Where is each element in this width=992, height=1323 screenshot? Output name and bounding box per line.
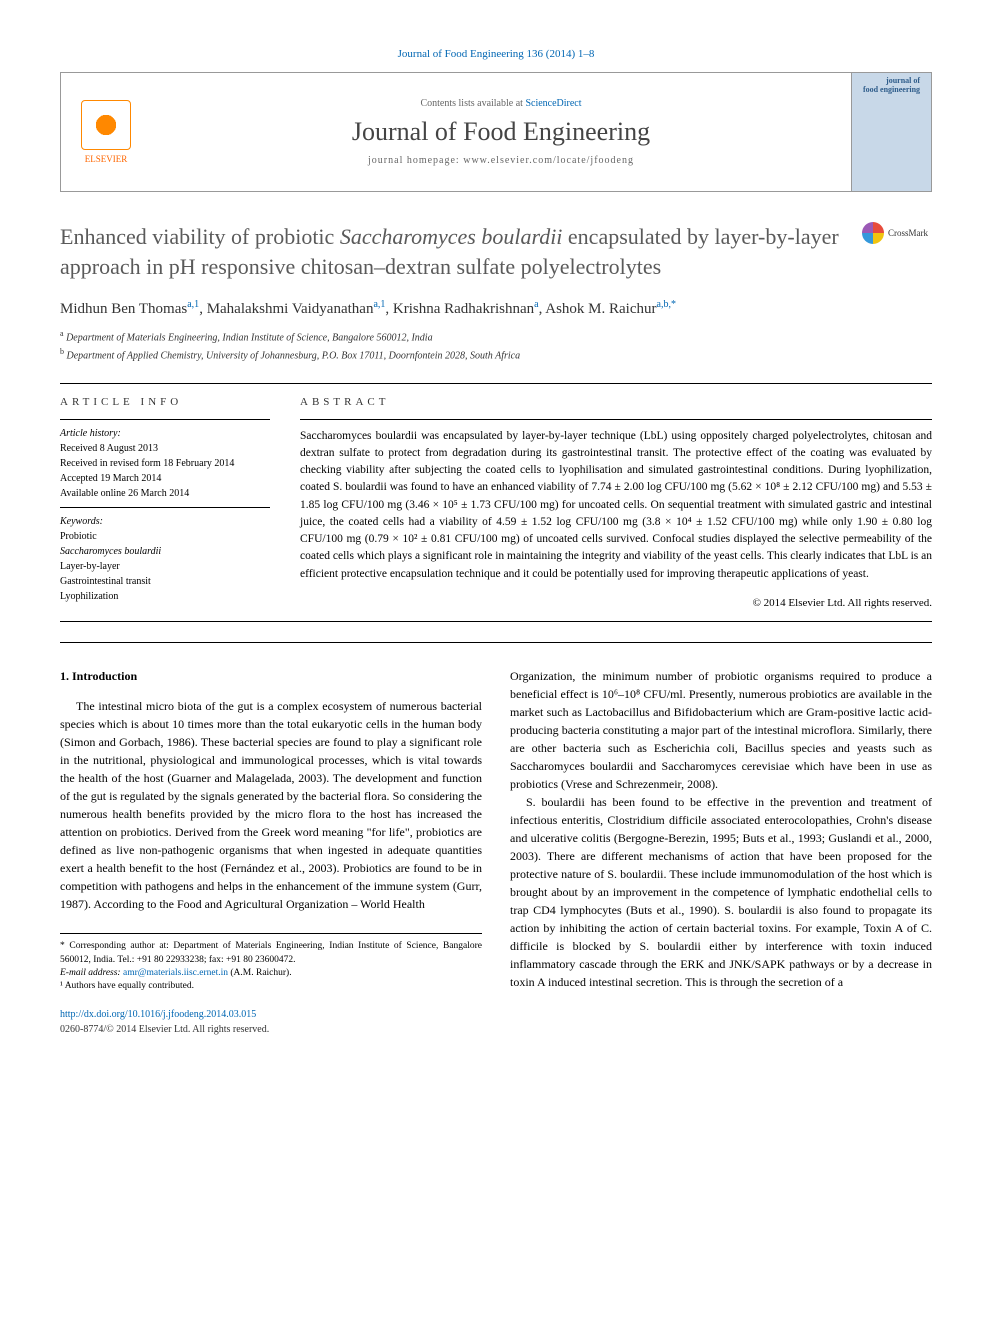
contents-prefix: Contents lists available at (420, 98, 525, 109)
article-info-header: ARTICLE INFO (60, 394, 270, 411)
section-divider (60, 383, 932, 384)
affiliation: a Department of Materials Engineering, I… (60, 328, 932, 345)
email-line: E-mail address: amr@materials.iisc.ernet… (60, 967, 482, 980)
author: Midhun Ben Thomasa,1 (60, 301, 199, 317)
crossmark-label: CrossMark (888, 228, 928, 238)
crossmark-icon (862, 222, 884, 244)
crossmark-badge[interactable]: CrossMark (862, 222, 932, 244)
authors-line: Midhun Ben Thomasa,1, Mahalakshmi Vaidya… (60, 299, 932, 318)
keyword: Layer-by-layer (60, 559, 270, 574)
journal-cover-thumbnail: journal offood engineering (851, 73, 931, 191)
cover-line-2: food engineering (863, 85, 920, 94)
section-divider (60, 621, 932, 622)
author-name: Krishna Radhakrishnan (393, 301, 534, 317)
affiliation: b Department of Applied Chemistry, Unive… (60, 346, 932, 363)
section-heading-introduction: 1. Introduction (60, 667, 482, 685)
author-marks: a,b,* (657, 299, 676, 310)
journal-homepage-line: journal homepage: www.elsevier.com/locat… (368, 155, 634, 166)
elsevier-tree-icon (81, 100, 131, 150)
body-column-left: 1. Introduction The intestinal micro bio… (60, 667, 482, 1037)
footnotes-block: * Corresponding author at: Department of… (60, 933, 482, 993)
author-name: Mahalakshmi Vaidyanathan (207, 301, 374, 317)
affiliation-mark: a (60, 329, 64, 338)
body-two-column: 1. Introduction The intestinal micro bio… (60, 667, 932, 1037)
keyword: Probiotic (60, 529, 270, 544)
abstract-header: ABSTRACT (300, 394, 932, 411)
article-title: Enhanced viability of probiotic Saccharo… (60, 222, 852, 281)
author-marks: a,1 (187, 299, 199, 310)
journal-header-box: ELSEVIER Contents lists available at Sci… (60, 72, 932, 192)
history-item: Available online 26 March 2014 (60, 486, 270, 501)
keyword: Gastrointestinal transit (60, 574, 270, 589)
author-marks: a,1 (373, 299, 385, 310)
author-name: Midhun Ben Thomas (60, 301, 187, 317)
body-paragraph: Organization, the minimum number of prob… (510, 667, 932, 793)
article-info-column: ARTICLE INFO Article history: Received 8… (60, 394, 270, 611)
affiliations-block: a Department of Materials Engineering, I… (60, 328, 932, 363)
title-part-1: Enhanced viability of probiotic (60, 224, 340, 249)
contents-available-line: Contents lists available at ScienceDirec… (420, 98, 581, 109)
journal-reference: Journal of Food Engineering 136 (2014) 1… (60, 48, 932, 60)
body-paragraph: S. boulardii has been found to be effect… (510, 793, 932, 991)
title-species-name: Saccharomyces boulardii (340, 224, 563, 249)
cover-line-1: journal of (886, 76, 920, 85)
affiliation-text: Department of Applied Chemistry, Univers… (67, 350, 521, 361)
abstract-text: Saccharomyces boulardii was encapsulated… (300, 428, 932, 583)
author-name: Ashok M. Raichur (545, 301, 656, 317)
history-item: Accepted 19 March 2014 (60, 471, 270, 486)
doi-link[interactable]: http://dx.doi.org/10.1016/j.jfoodeng.201… (60, 1009, 256, 1020)
equal-contribution-note: ¹ Authors have equally contributed. (60, 980, 482, 993)
affiliation-mark: b (60, 347, 64, 356)
journal-name-heading: Journal of Food Engineering (352, 117, 650, 147)
author: Ashok M. Raichura,b,* (545, 301, 676, 317)
homepage-prefix: journal homepage: (368, 155, 463, 166)
history-item: Received 8 August 2013 (60, 441, 270, 456)
issn-copyright-line: 0260-8774/© 2014 Elsevier Ltd. All right… (60, 1024, 269, 1035)
keywords-label: Keywords: (60, 514, 270, 529)
footer-doi-block: http://dx.doi.org/10.1016/j.jfoodeng.201… (60, 1007, 482, 1037)
keyword: Saccharomyces boulardii (60, 544, 270, 559)
body-column-right: Organization, the minimum number of prob… (510, 667, 932, 1037)
history-item: Received in revised form 18 February 201… (60, 456, 270, 471)
body-top-divider (60, 642, 932, 643)
corresponding-author-note: * Corresponding author at: Department of… (60, 940, 482, 967)
abstract-copyright: © 2014 Elsevier Ltd. All rights reserved… (300, 595, 932, 612)
keyword: Lyophilization (60, 589, 270, 604)
elsevier-logo: ELSEVIER (61, 73, 151, 191)
history-label: Article history: (60, 426, 270, 441)
email-suffix: (A.M. Raichur). (228, 968, 292, 978)
homepage-url[interactable]: www.elsevier.com/locate/jfoodeng (463, 155, 634, 166)
author: Mahalakshmi Vaidyanathana,1 (207, 301, 386, 317)
sciencedirect-link[interactable]: ScienceDirect (525, 98, 581, 109)
publisher-name: ELSEVIER (85, 154, 128, 164)
corresponding-email-link[interactable]: amr@materials.iisc.ernet.in (123, 968, 228, 978)
affiliation-text: Department of Materials Engineering, Ind… (66, 333, 433, 344)
body-paragraph: The intestinal micro biota of the gut is… (60, 697, 482, 913)
author-marks: a (534, 299, 538, 310)
author: Krishna Radhakrishnana (393, 301, 539, 317)
email-label: E-mail address: (60, 968, 123, 978)
abstract-column: ABSTRACT Saccharomyces boulardii was enc… (300, 394, 932, 611)
